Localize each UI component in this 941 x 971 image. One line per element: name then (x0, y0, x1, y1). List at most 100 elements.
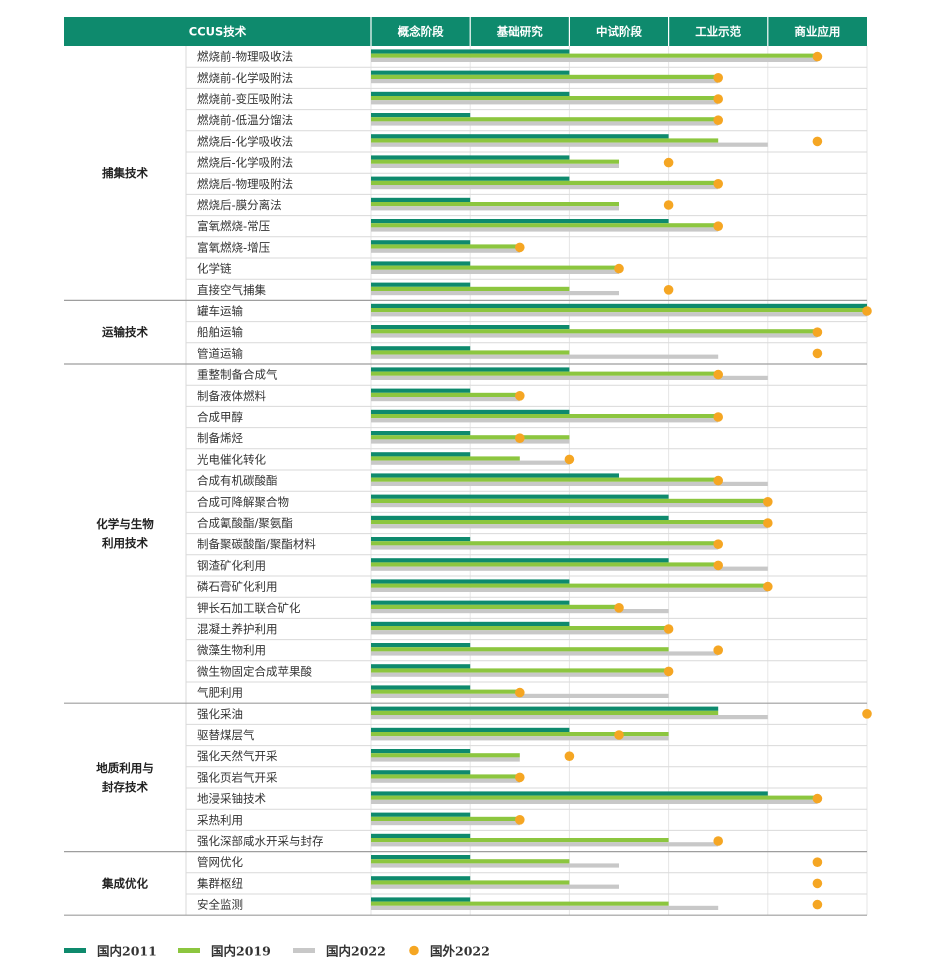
table-row: 燃烧后-物理吸附法 (186, 176, 867, 195)
bar-2022 (371, 185, 719, 190)
bar-2019 (371, 329, 818, 334)
marker-foreign-2022 (515, 242, 525, 253)
table-row: 混凝土养护利用 (186, 621, 867, 641)
bar-2019 (371, 668, 669, 673)
table-row: 罐车运输 (186, 303, 872, 323)
bar-2011 (371, 770, 471, 775)
bar-2011 (371, 49, 570, 54)
marker-foreign-2022 (614, 603, 624, 613)
bar-2022 (371, 587, 768, 592)
table-row: 燃烧前-化学吸附法 (186, 70, 867, 89)
marker-foreign-2022 (713, 73, 723, 83)
table-row: 强化页岩气开采 (186, 770, 867, 789)
table-row: 制备液体燃料 (186, 388, 867, 407)
bar-2022 (371, 439, 570, 444)
bar-2019 (371, 180, 719, 185)
bar-2022 (371, 121, 719, 126)
marker-foreign-2022 (713, 836, 723, 846)
bar-2019 (371, 477, 719, 482)
bar-2011 (371, 388, 471, 393)
bar-2019 (371, 816, 520, 821)
row-label: 燃烧前-低温分馏法 (197, 113, 293, 127)
bar-2022 (371, 375, 768, 380)
category-label: 封存技术 (102, 780, 148, 794)
bar-2019 (371, 795, 818, 800)
marker-foreign-2022 (515, 391, 525, 401)
marker-foreign-2022 (663, 285, 674, 295)
row-label: 船舶运输 (197, 325, 243, 339)
table-row: 合成可降解聚合物 (186, 494, 867, 513)
bar-2019 (371, 138, 719, 143)
table-row: 管网优化 (186, 855, 867, 874)
bar-2022 (371, 609, 669, 614)
bar-2011 (371, 473, 619, 478)
marker-foreign-2022 (812, 878, 823, 889)
bar-2011 (371, 91, 570, 96)
marker-foreign-2022 (515, 815, 525, 825)
table-row: 气肥利用 (197, 685, 669, 700)
bar-2019 (371, 286, 570, 291)
table-row: 直接空气捕集 (197, 282, 674, 297)
bar-2022 (371, 57, 818, 62)
row-label: 安全监测 (197, 898, 243, 912)
row-label: 富氧燃烧-常压 (197, 219, 270, 233)
table-row: 驱替煤层气 (186, 727, 867, 747)
marker-foreign-2022 (663, 666, 674, 677)
row-label: 强化天然气开采 (197, 749, 278, 763)
bar-2019 (371, 753, 520, 758)
table-row: 钾长石加工联合矿化 (186, 600, 867, 619)
row-label: 燃烧后-膜分离法 (197, 198, 282, 212)
bar-2011 (371, 812, 471, 817)
row-label: 微生物固定合成苹果酸 (197, 664, 312, 678)
table-row: 化学链 (186, 261, 867, 280)
bar-2019 (371, 159, 619, 164)
row-label: 混凝土养护利用 (197, 622, 278, 636)
bar-2022 (371, 905, 719, 910)
bar-2022 (371, 821, 520, 826)
marker-foreign-2022 (713, 645, 723, 655)
bar-2022 (371, 863, 619, 868)
table-row: 安全监测 (197, 897, 823, 912)
row-label: 燃烧后-物理吸附法 (197, 177, 293, 191)
row-label: 管道运输 (197, 346, 243, 360)
row-label: 磷石膏矿化利用 (197, 580, 278, 594)
marker-foreign-2022 (515, 433, 525, 444)
row-label: 制备聚碳酸酯/聚酯材料 (197, 537, 316, 551)
bar-2019 (371, 838, 669, 843)
bar-2022 (371, 524, 768, 529)
bar-2022 (371, 566, 768, 571)
bar-2022 (371, 799, 818, 804)
table-row: 燃烧后-化学吸收法 (186, 134, 867, 153)
legend-marker (409, 945, 419, 956)
row-label: 集群枢纽 (197, 876, 243, 890)
bar-2022 (371, 312, 867, 317)
bar-2019 (371, 350, 570, 355)
marker-foreign-2022 (812, 793, 823, 804)
table-row: 集群枢纽 (186, 876, 867, 895)
table-row: 采热利用 (186, 812, 867, 831)
bar-2022 (371, 715, 768, 720)
table-row: 钢渣矿化利用 (186, 558, 867, 577)
bar-2022 (371, 460, 570, 465)
bar-2011 (371, 791, 768, 796)
bar-2022 (371, 397, 520, 402)
bar-2019 (371, 435, 570, 440)
bar-2022 (371, 757, 520, 762)
marker-foreign-2022 (713, 94, 723, 104)
bar-2011 (371, 155, 570, 160)
marker-foreign-2022 (713, 475, 723, 486)
bar-2011 (371, 897, 471, 902)
row-label: 重整制备合成气 (197, 368, 278, 382)
marker-foreign-2022 (713, 179, 723, 189)
table-row: 光电催化转化 (186, 452, 867, 471)
bar-2019 (371, 880, 570, 885)
table-row: 燃烧前-物理吸收法 (186, 49, 867, 68)
bar-2011 (371, 303, 867, 308)
bar-2011 (371, 876, 471, 881)
bar-2022 (371, 79, 719, 84)
row-label: 强化页岩气开采 (197, 770, 278, 784)
marker-foreign-2022 (812, 327, 823, 338)
bar-2019 (371, 562, 719, 567)
row-label: 化学链 (197, 262, 232, 276)
marker-foreign-2022 (515, 772, 525, 783)
